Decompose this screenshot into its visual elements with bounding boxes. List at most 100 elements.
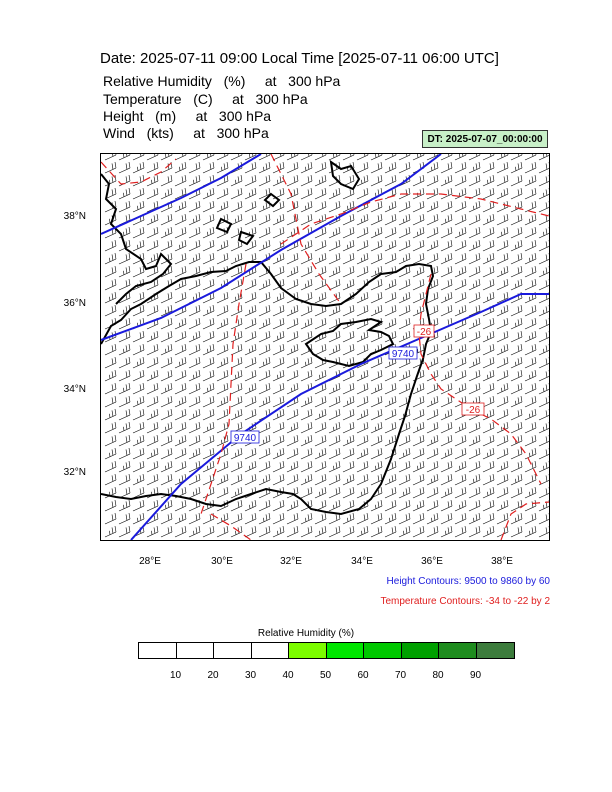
wind-barb [426,343,439,356]
wind-barb [440,512,453,525]
wind-barb [174,460,187,473]
wind-barb [356,226,369,239]
wind-barb [412,226,425,239]
wind-barb [104,395,117,408]
wind-barb [468,252,481,265]
wind-barb [258,460,271,473]
wind-barb [188,447,201,460]
wind-barb [286,512,299,525]
wind-barb [300,213,313,226]
wind-barb [314,330,327,343]
wind-barb [230,512,243,525]
wind-barb [272,161,285,174]
wind-barb [328,239,341,252]
wind-barb [272,434,285,447]
wind-barb [104,525,117,538]
wind-barb [398,317,411,330]
wind-barb [174,395,187,408]
wind-barb [384,252,397,265]
wind-barb [328,343,341,356]
wind-barb [370,382,383,395]
wind-barb [118,499,131,512]
wind-barb [300,434,313,447]
wind-barb [538,474,549,486]
wind-barb [440,200,453,213]
wind-barb [398,499,411,512]
wind-barb [538,201,549,213]
wind-barb [412,447,425,460]
colorbar-cell [326,643,364,658]
wind-barb [398,226,411,239]
wind-barb [216,395,229,408]
wind-barb [132,369,145,382]
wind-barb [398,369,411,382]
wind-barb [314,200,327,213]
wind-barb [314,369,327,382]
wind-barb [398,434,411,447]
wind-barb [468,304,481,317]
wind-barb [440,499,453,512]
wind-barb [104,421,117,434]
wind-barb [160,382,173,395]
wind-barb [524,447,537,460]
wind-barb [524,304,537,317]
wind-barb [342,161,355,174]
wind-barb [538,305,549,317]
wind-barb [132,278,145,291]
wind-barb [384,239,397,252]
wind-barb [202,382,215,395]
wind-barb [230,187,243,200]
wind-barb [538,266,549,278]
wind-barb [342,434,355,447]
wind-barb [258,317,271,330]
height-contour-3 [130,293,549,540]
wind-barb [230,304,243,317]
wind-barb [482,317,495,330]
wind-barb [146,460,159,473]
wind-barb [202,343,215,356]
wind-barb [104,369,117,382]
wind-barb [496,356,509,369]
wind-barb [412,278,425,291]
wind-barb [300,512,313,525]
wind-barb [216,434,229,447]
wind-barb [454,343,467,356]
wind-barb [314,421,327,434]
wind-barb [146,343,159,356]
wind-barb [286,408,299,421]
wind-barb [482,174,495,187]
wind-barb [384,291,397,304]
wind-barb [398,200,411,213]
wind-barb [524,486,537,499]
wind-barb [244,499,257,512]
wind-barb [230,473,243,486]
wind-barb [454,499,467,512]
wind-barb [370,395,383,408]
wind-barb [202,317,215,330]
wind-barb [118,460,131,473]
wind-barb [314,213,327,226]
wind-barb [286,187,299,200]
wind-barb [384,356,397,369]
wind-barb [146,161,159,174]
wind-barb [286,434,299,447]
wind-barb [160,460,173,473]
wind-barb [104,252,117,265]
wind-barb [524,265,537,278]
wind-barb [160,356,173,369]
wind-barb [118,304,131,317]
coastline-aegean [101,173,173,305]
wind-barb [524,187,537,200]
wind-barb [510,434,523,447]
wind-barb [216,330,229,343]
wind-barb [216,200,229,213]
wind-barb [258,291,271,304]
wind-barb [538,357,549,369]
wind-barb [524,213,537,226]
wind-barb [202,265,215,278]
wind-barb [524,252,537,265]
wind-barb [160,226,173,239]
wind-barb [244,317,257,330]
wind-barb [370,226,383,239]
wind-barb [510,154,523,161]
